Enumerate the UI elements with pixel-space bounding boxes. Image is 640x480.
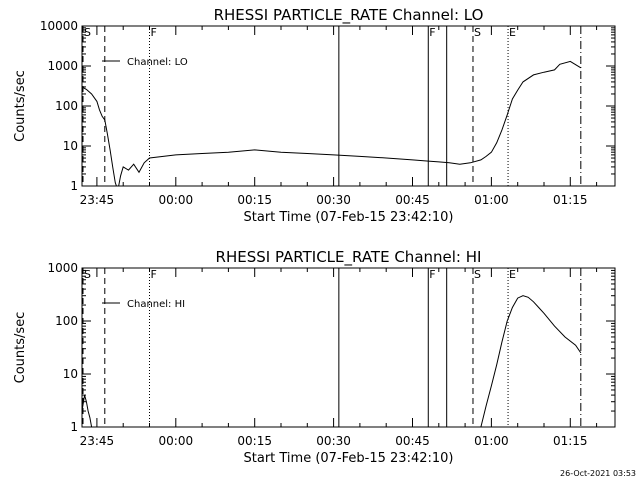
chart-title: RHESSI PARTICLE_RATE Channel: LO (214, 6, 484, 25)
series-line (82, 394, 93, 427)
event-marker-label: E (509, 26, 516, 39)
legend-label: Channel: LO (127, 57, 188, 68)
event-marker-label: S (84, 26, 91, 39)
x-tick-label: 23:45 (80, 434, 115, 448)
x-tick-label: 00:15 (237, 193, 272, 207)
event-marker-label: E (509, 268, 516, 281)
x-tick-label: 01:15 (553, 434, 588, 448)
hi-channel-panel: RHESSI PARTICLE_RATE Channel: HI Start Ti… (13, 248, 616, 466)
y-tick-label: 100 (55, 314, 78, 328)
event-marker-label: S (84, 268, 91, 281)
y-tick-label: 10 (63, 367, 78, 381)
x-tick-label: 00:00 (159, 434, 194, 448)
series-line (480, 295, 582, 427)
series-line (82, 60, 582, 186)
x-axis-label: Start Time (07-Feb-15 23:42:10) (244, 210, 454, 225)
y-tick-label: 1000 (47, 59, 78, 73)
x-tick-label: 01:15 (553, 193, 588, 207)
y-tick-label: 10 (63, 139, 78, 153)
x-tick-label: 00:00 (159, 193, 194, 207)
x-tick-label: 00:30 (316, 193, 351, 207)
event-marker-label: S (474, 268, 481, 281)
event-marker-label: F (429, 268, 435, 281)
event-marker-label: F (151, 268, 157, 281)
x-axis-label: Start Time (07-Feb-15 23:42:10) (244, 451, 454, 466)
chart-title: RHESSI PARTICLE_RATE Channel: HI (216, 248, 482, 267)
x-tick-label: 00:45 (395, 434, 430, 448)
y-tick-label: 100 (55, 99, 78, 113)
x-tick-label: 23:45 (80, 193, 115, 207)
y-axis-label: Counts/sec (13, 312, 28, 384)
x-tick-label: 00:45 (395, 193, 430, 207)
event-marker-label: F (151, 26, 157, 39)
y-axis-label: Counts/sec (13, 70, 28, 142)
plot-frame (81, 267, 616, 428)
plot-timestamp: 26-Oct-2021 03:53 (560, 469, 636, 478)
x-tick-label: 00:15 (237, 434, 272, 448)
event-marker-label: F (429, 26, 435, 39)
lo-channel-panel: RHESSI PARTICLE_RATE Channel: LO Start Ti… (13, 6, 616, 225)
y-tick-label: 1 (70, 179, 78, 193)
y-tick-label: 10000 (40, 19, 78, 33)
x-tick-label: 01:00 (474, 434, 509, 448)
y-tick-label: 1000 (47, 261, 78, 275)
y-tick-label: 1 (70, 420, 78, 434)
plot-frame (81, 25, 616, 187)
event-marker-label: S (474, 26, 481, 39)
x-tick-label: 01:00 (474, 193, 509, 207)
x-tick-label: 00:30 (316, 434, 351, 448)
legend-label: Channel: HI (127, 299, 185, 310)
